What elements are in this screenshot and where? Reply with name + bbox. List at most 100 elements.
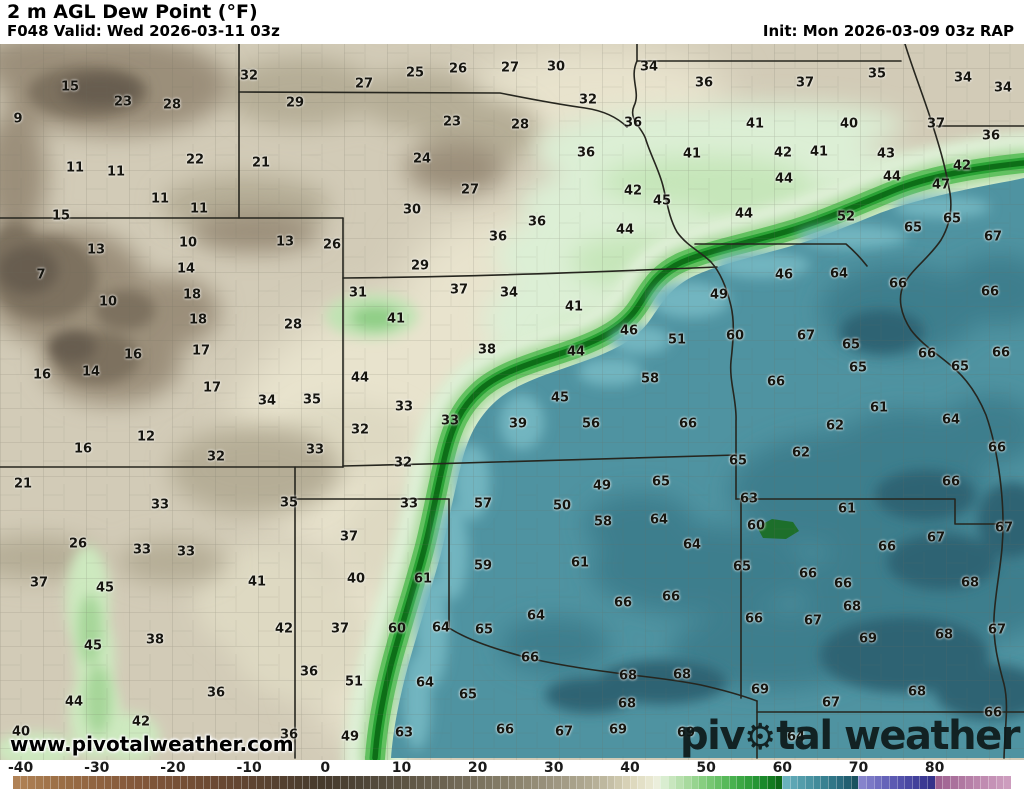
colorbar-cell: [957, 776, 966, 789]
colorbar-cell: [324, 776, 333, 789]
colorbar-cell: [698, 776, 706, 789]
colorbar-cell: [73, 776, 81, 789]
colorbar-tick-label: 40: [620, 760, 640, 776]
colorbar-cell: [347, 776, 356, 789]
state-borders: [0, 44, 1024, 759]
colorbar-tick-label: 20: [467, 760, 488, 776]
colorbar-cell: [515, 776, 523, 789]
colorbar-cell: [759, 776, 767, 789]
colorbar-cell: [469, 776, 478, 789]
colorbar-cell: [561, 776, 569, 789]
colorbar-cell: [393, 776, 401, 789]
colorbar-cell: [339, 776, 348, 789]
colorbar-cell: [1003, 776, 1011, 789]
county-lines: [0, 44, 1024, 760]
colorbar-cell: [797, 776, 805, 789]
colorbar-cell: [13, 776, 20, 789]
colorbar-cell: [812, 776, 821, 789]
colorbar-cell: [126, 776, 134, 789]
colorbar-cell: [423, 776, 432, 789]
colorbar-cell: [278, 776, 287, 789]
colorbar-cell: [179, 776, 188, 789]
colorbar-cell: [545, 776, 554, 789]
colorbar-cell: [835, 776, 844, 789]
colorbar-cell: [904, 776, 912, 789]
colorbar-cell: [888, 776, 897, 789]
colorbar-cell: [949, 776, 958, 789]
colorbar-cell: [896, 776, 905, 789]
colorbar-cell: [378, 776, 386, 789]
colorbar-cell: [500, 776, 508, 789]
colorbar-cell: [248, 776, 256, 789]
colorbar-cell: [622, 776, 630, 789]
colorbar-cell: [751, 776, 760, 789]
colorbar-tick-label: 70: [848, 760, 869, 776]
colorbar-cell: [683, 776, 691, 789]
colorbar-cell: [141, 776, 150, 789]
colorbar-cell: [827, 776, 836, 789]
colorbar-cell: [149, 776, 157, 789]
colorbar-cell: [927, 776, 935, 789]
colorbar-cell: [583, 776, 592, 789]
colorbar-cell: [667, 776, 676, 789]
pivotal-weather-logo: piv⚙tal weather: [680, 713, 1020, 759]
colorbar-cell: [446, 776, 455, 789]
colorbar-cell: [118, 776, 127, 789]
colorbar-cell: [629, 776, 638, 789]
colorbar-cell: [164, 776, 173, 789]
colorbar-cell: [103, 776, 112, 789]
colorbar-tick-label: 60: [772, 760, 793, 776]
colorbar-cell: [675, 776, 683, 789]
colorbar-cell: [911, 776, 920, 789]
colorbar-cell: [484, 776, 493, 789]
colorbar-cell: [507, 776, 516, 789]
colorbar-cell: [370, 776, 378, 789]
colorbar-cell: [400, 776, 409, 789]
colorbar: [13, 776, 1011, 789]
colorbar-cell: [805, 776, 813, 789]
colorbar-cell: [187, 776, 195, 789]
colorbar-cell: [858, 776, 866, 789]
colorbar-cell: [690, 776, 699, 789]
colorbar-cell: [225, 776, 234, 789]
colorbar-cell: [782, 776, 790, 789]
colorbar-cell: [256, 776, 264, 789]
colorbar-cell: [995, 776, 1004, 789]
page-title: 2 m AGL Dew Point (°F): [7, 1, 258, 23]
colorbar-cell: [95, 776, 104, 789]
colorbar-tick-label: 10: [391, 760, 412, 776]
colorbar-cell: [965, 776, 973, 789]
colorbar-cell: [980, 776, 988, 789]
colorbar-cell: [644, 776, 653, 789]
colorbar-cell: [530, 776, 539, 789]
valid-time-label: F048 Valid: Wed 2026-03-11 03z: [7, 22, 280, 40]
colorbar-cell: [461, 776, 470, 789]
colorbar-cell: [789, 776, 798, 789]
colorbar-cell: [309, 776, 317, 789]
colorbar-cell: [614, 776, 622, 789]
colorbar-tick-label: -20: [160, 760, 186, 776]
logo-text-post: tal weather: [776, 713, 1020, 759]
colorbar-cell: [744, 776, 752, 789]
colorbar-tick-label: -10: [236, 760, 262, 776]
colorbar-cell: [713, 776, 722, 789]
colorbar-cell: [42, 776, 51, 789]
colorbar-cell: [111, 776, 119, 789]
colorbar-cell: [538, 776, 546, 789]
init-time-label: Init: Mon 2026-03-09 03z RAP: [762, 22, 1014, 40]
weather-map-canvas: [0, 44, 1024, 760]
colorbar-cell: [233, 776, 241, 789]
colorbar-cell: [202, 776, 211, 789]
colorbar-cell: [919, 776, 927, 789]
colorbar-cell: [88, 776, 96, 789]
colorbar-cell: [774, 776, 783, 789]
colorbar-cell: [80, 776, 89, 789]
colorbar-cell: [65, 776, 73, 789]
colorbar-cell: [271, 776, 279, 789]
colorbar-cell: [873, 776, 882, 789]
colorbar-cell: [820, 776, 828, 789]
colorbar-tick-label: 0: [320, 760, 331, 776]
gear-icon: ⚙: [743, 717, 777, 758]
colorbar-cell: [263, 776, 272, 789]
